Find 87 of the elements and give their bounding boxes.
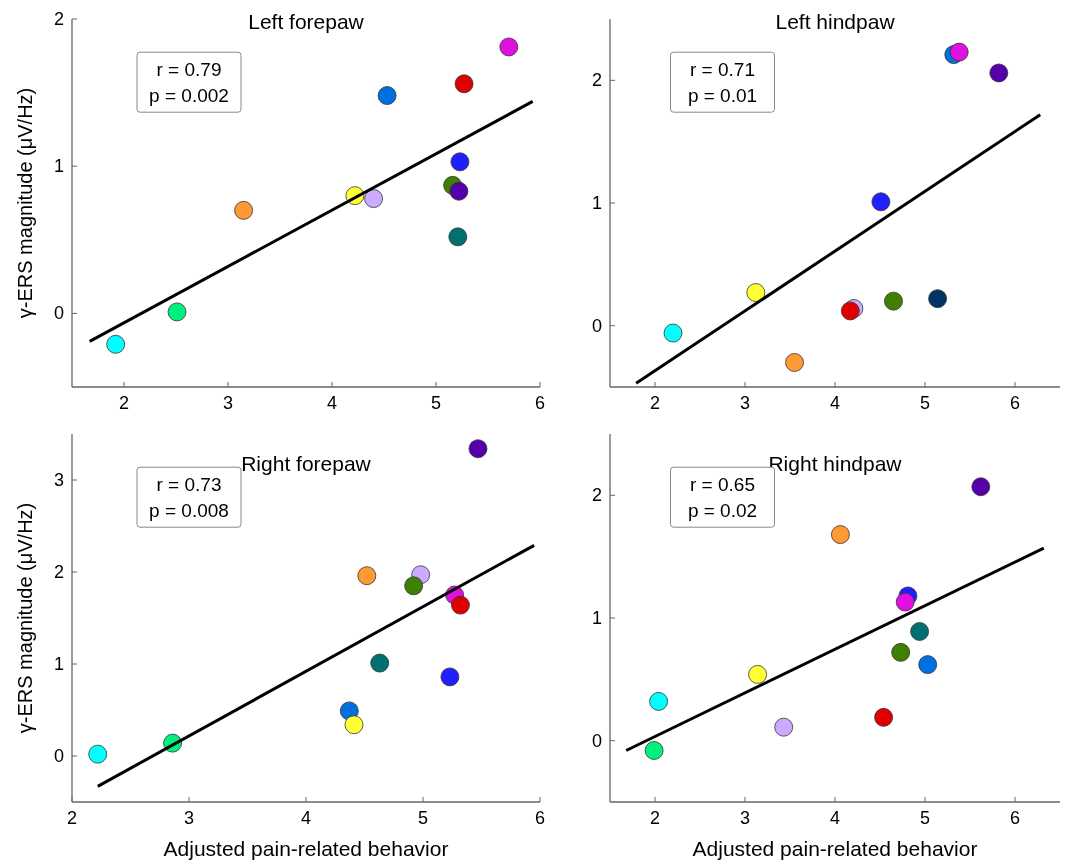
annotation: p = 0.002 [149, 85, 229, 107]
y-tick-label: 1 [591, 608, 602, 628]
y-tick-label: 1 [53, 654, 64, 674]
point [649, 692, 668, 711]
y-tick-label: 0 [591, 315, 602, 336]
point [928, 289, 947, 309]
point [377, 86, 397, 105]
point [448, 227, 468, 247]
point [167, 302, 187, 322]
y-tick-label: 0 [53, 746, 64, 766]
x-tick-label: 6 [534, 393, 546, 413]
point [874, 707, 893, 727]
x-tick-label: 4 [326, 393, 338, 413]
point [840, 301, 860, 321]
x-tick-label: 6 [1009, 808, 1021, 828]
annotation: r = 0.79 [156, 59, 222, 81]
annotation: p = 0.008 [149, 500, 229, 522]
point [774, 717, 794, 737]
x-tick-label: 5 [430, 393, 442, 413]
text: Right hindpaw [768, 452, 903, 475]
y-tick-label: 0 [591, 730, 602, 751]
point [891, 642, 911, 662]
point [989, 63, 1009, 83]
x-tick-label: 3 [183, 808, 195, 828]
point [454, 74, 474, 94]
point [910, 622, 929, 641]
x-tick-label: 4 [829, 393, 841, 413]
point [884, 291, 903, 311]
point [344, 715, 364, 735]
annotation: p = 0.01 [687, 85, 758, 107]
point [949, 42, 969, 62]
x-tick-label: 2 [649, 808, 661, 828]
x-tick-label: 3 [739, 808, 751, 828]
point [468, 439, 488, 459]
point [748, 665, 767, 684]
annotation: r = 0.73 [156, 474, 222, 496]
y-tick-label: 1 [53, 156, 64, 177]
x-tick-label: 5 [417, 808, 429, 828]
y-tick-label: 2 [591, 485, 602, 506]
point [499, 37, 519, 57]
point [357, 566, 377, 586]
x-tick-label: 3 [222, 393, 234, 413]
point [234, 200, 253, 220]
point [831, 525, 850, 544]
point [450, 152, 470, 172]
y-tick-label: 1 [591, 193, 602, 213]
x-tick-label: 4 [829, 808, 841, 828]
y-axis-title: γ-ERS magnitude (μV/Hz) [14, 502, 36, 734]
y-axis-title: γ-ERS magnitude (μV/Hz) [14, 87, 36, 319]
x-tick-label: 5 [919, 808, 931, 828]
annotation: r = 0.65 [690, 474, 755, 496]
x-tick-label: 4 [300, 808, 312, 828]
x-tick-label: 6 [534, 808, 546, 828]
y-tick-label: 3 [53, 470, 64, 490]
y-tick-label: 0 [53, 303, 64, 324]
point [440, 667, 460, 687]
point [364, 189, 383, 208]
point [106, 334, 126, 354]
point [370, 653, 390, 673]
y-tick-label: 2 [53, 9, 64, 29]
point [895, 592, 915, 612]
point [971, 477, 991, 497]
x-axis-title: Adjusted pain-related behavior [692, 837, 978, 860]
point [663, 323, 683, 343]
x-tick-label: 2 [649, 393, 661, 413]
y-tick-label: 2 [53, 562, 64, 582]
point [451, 595, 470, 615]
point [746, 283, 766, 302]
annotation: r = 0.71 [690, 59, 755, 81]
x-tick-label: 3 [739, 393, 751, 413]
point [88, 744, 108, 764]
x-tick-label: 6 [1009, 393, 1021, 413]
point [785, 353, 804, 372]
chart-title: Left hindpaw [775, 10, 896, 33]
x-tick-label: 5 [919, 393, 931, 413]
annotation: p = 0.02 [687, 500, 758, 522]
point [871, 192, 891, 212]
point [918, 655, 938, 675]
text: Right forepaw [241, 452, 372, 475]
x-tick-label: 2 [118, 393, 130, 413]
x-axis-title: Adjusted pain-related behavior [163, 837, 449, 860]
chart-title: Left forepaw [248, 10, 365, 33]
x-tick-label: 2 [66, 808, 78, 828]
y-tick-label: 2 [591, 70, 602, 91]
point [404, 576, 424, 596]
point [644, 741, 664, 760]
point [449, 181, 469, 201]
